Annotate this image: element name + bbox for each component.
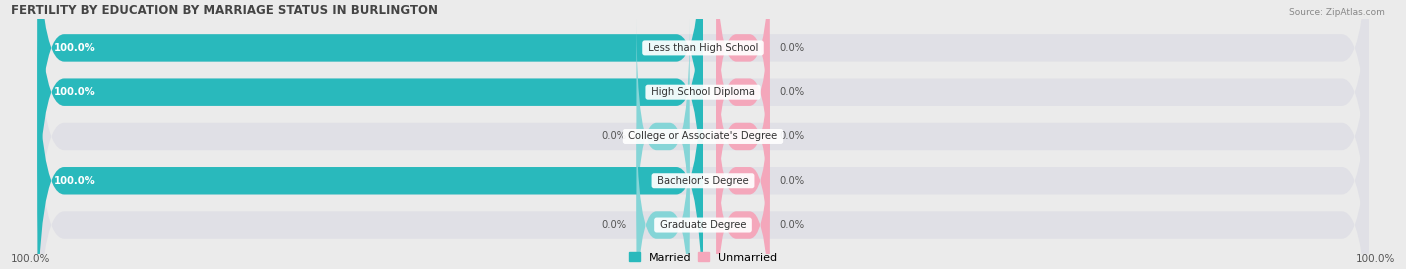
- Text: 100.0%: 100.0%: [53, 87, 96, 97]
- FancyBboxPatch shape: [38, 0, 1368, 211]
- FancyBboxPatch shape: [716, 0, 769, 211]
- Text: Graduate Degree: Graduate Degree: [657, 220, 749, 230]
- FancyBboxPatch shape: [38, 17, 703, 269]
- Text: 0.0%: 0.0%: [779, 87, 804, 97]
- Text: 0.0%: 0.0%: [779, 176, 804, 186]
- Text: Less than High School: Less than High School: [645, 43, 761, 53]
- Text: 0.0%: 0.0%: [779, 43, 804, 53]
- FancyBboxPatch shape: [38, 0, 703, 211]
- Text: Bachelor's Degree: Bachelor's Degree: [654, 176, 752, 186]
- FancyBboxPatch shape: [716, 0, 769, 167]
- Legend: Married, Unmarried: Married, Unmarried: [624, 248, 782, 267]
- FancyBboxPatch shape: [637, 106, 690, 269]
- FancyBboxPatch shape: [38, 17, 1368, 269]
- Text: 100.0%: 100.0%: [53, 176, 96, 186]
- Text: 0.0%: 0.0%: [602, 220, 627, 230]
- FancyBboxPatch shape: [38, 0, 1368, 256]
- Text: Source: ZipAtlas.com: Source: ZipAtlas.com: [1289, 8, 1385, 17]
- FancyBboxPatch shape: [716, 17, 769, 256]
- FancyBboxPatch shape: [38, 0, 703, 256]
- FancyBboxPatch shape: [716, 62, 769, 269]
- FancyBboxPatch shape: [38, 0, 1368, 269]
- Text: 0.0%: 0.0%: [602, 132, 627, 141]
- Text: 100.0%: 100.0%: [53, 43, 96, 53]
- Text: College or Associate's Degree: College or Associate's Degree: [626, 132, 780, 141]
- FancyBboxPatch shape: [38, 62, 1368, 269]
- Text: FERTILITY BY EDUCATION BY MARRIAGE STATUS IN BURLINGTON: FERTILITY BY EDUCATION BY MARRIAGE STATU…: [11, 4, 437, 17]
- FancyBboxPatch shape: [716, 106, 769, 269]
- Text: 0.0%: 0.0%: [779, 132, 804, 141]
- Text: 100.0%: 100.0%: [11, 254, 51, 264]
- Text: High School Diploma: High School Diploma: [648, 87, 758, 97]
- FancyBboxPatch shape: [637, 17, 690, 256]
- Text: 100.0%: 100.0%: [1355, 254, 1395, 264]
- Text: 0.0%: 0.0%: [779, 220, 804, 230]
